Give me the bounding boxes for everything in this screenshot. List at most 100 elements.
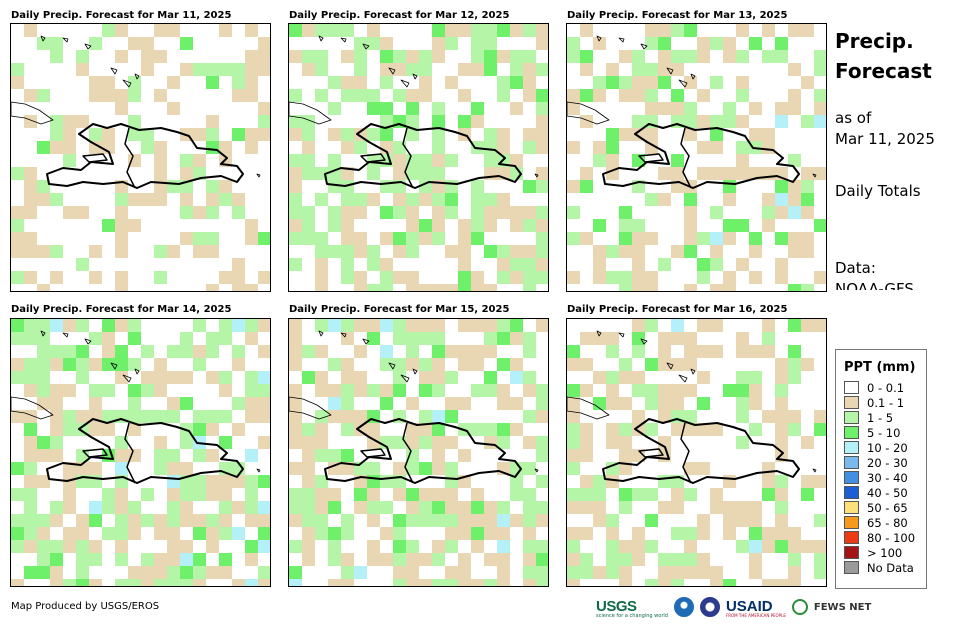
islet-outline [122,79,132,88]
precip-cell [102,24,115,37]
precip-cell [567,206,580,219]
precip-cell [645,358,658,371]
precip-cell [593,397,606,410]
precip-cell [289,410,302,423]
precip-grid [567,319,826,586]
precip-cell [141,514,154,527]
precip-cell [736,332,749,345]
precip-cell [580,332,593,345]
precip-cell [315,50,328,63]
precip-cell [710,206,723,219]
precip-cell [684,232,697,245]
precip-cell [315,488,328,501]
precip-cell [536,102,548,115]
precip-cell [775,436,788,449]
precip-cell [710,76,723,89]
precip-cell [167,462,180,475]
cuba-outline [11,101,54,125]
precip-cell [354,284,367,291]
precip-cell [432,50,445,63]
islet-outline [62,37,69,43]
precip-cell [289,540,302,553]
precip-cell [180,566,193,579]
precip-cell [710,37,723,50]
precip-cell [484,193,497,206]
precip-cell [536,232,548,245]
precip-cell [341,384,354,397]
precip-cell [219,180,232,193]
precip-cell [328,527,341,540]
precip-cell [723,180,736,193]
precip-cell [63,345,76,358]
precip-cell [193,63,206,76]
precip-cell [632,76,645,89]
precip-cell [328,553,341,566]
precip-cell [302,436,315,449]
islet-outline [362,338,370,345]
precip-cell [458,501,471,514]
precip-cell [380,553,393,566]
precip-cell [749,514,762,527]
precip-cell [63,154,76,167]
precip-cell [458,284,471,291]
precip-cell [302,50,315,63]
precip-cell [814,540,826,553]
islet-outline [534,468,539,473]
precip-cell [89,540,102,553]
precip-cell [749,501,762,514]
precip-cell [619,579,632,586]
precip-cell [115,345,128,358]
precip-cell [645,37,658,50]
precip-cell [606,141,619,154]
precip-cell [484,527,497,540]
precip-cell [128,332,141,345]
precip-cell [354,488,367,501]
precip-cell [354,206,367,219]
precip-cell [645,193,658,206]
precip-cell [419,358,432,371]
precip-cell [471,540,484,553]
precip-cell [89,37,102,50]
precip-cell [458,514,471,527]
gonave-outline [360,153,386,163]
precip-cell [658,397,671,410]
usgs-wordmark: USGS [596,597,637,615]
hispaniola-outline [46,123,244,189]
precip-cell [302,449,315,462]
precip-cell [775,501,788,514]
precip-cell [593,219,606,232]
precip-cell [658,24,671,37]
precip-cell [697,232,710,245]
islet-outline [640,43,648,50]
precip-cell [315,527,328,540]
precip-cell [245,332,258,345]
precip-cell [775,371,788,384]
precip-cell [736,167,749,180]
precip-cell [167,488,180,501]
precip-cell [645,63,658,76]
precip-cell [193,488,206,501]
precip-cell [432,219,445,232]
precip-cell [801,540,814,553]
precip-cell [393,514,406,527]
precip-cell [37,284,50,291]
precip-cell [406,540,419,553]
precip-cell [510,154,523,167]
legend-swatch [844,486,859,499]
precip-cell [115,553,128,566]
forecast-map-mar-13 [566,23,827,292]
precip-cell [523,24,536,37]
precip-cell [102,358,115,371]
precip-cell [206,423,219,436]
precip-cell [814,167,826,180]
precip-cell [658,345,671,358]
precip-cell [406,63,419,76]
precip-cell [406,245,419,258]
precip-cell [723,102,736,115]
precip-cell [419,76,432,89]
precip-cell [341,423,354,436]
precip-cell [328,501,341,514]
precip-cell [471,319,484,332]
precip-cell [206,76,219,89]
precip-cell [445,206,458,219]
